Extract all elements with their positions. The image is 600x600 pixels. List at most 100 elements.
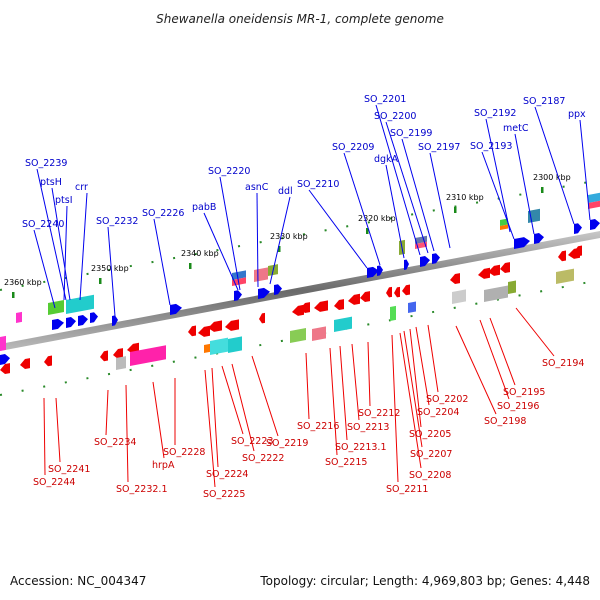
forward-gene-arrow — [78, 315, 88, 326]
feature-block — [452, 289, 466, 304]
forward-leader-line — [485, 118, 511, 233]
reverse-gene-arrow — [300, 302, 310, 314]
reverse-leader-line — [43, 397, 46, 476]
reverse-gene-label: SO_2213 — [347, 422, 389, 433]
feature-block — [334, 316, 352, 332]
forward-gene-arrow — [367, 266, 379, 278]
reverse-gene-arrow — [314, 300, 328, 312]
reverse-gene-arrow — [478, 267, 490, 279]
reverse-gene-arrow — [558, 250, 566, 262]
reverse-gene-label: SO_2216 — [297, 421, 339, 432]
forward-gene-arrow — [274, 284, 282, 295]
feature-block — [66, 294, 94, 314]
forward-gene-arrow — [170, 303, 182, 315]
reverse-gene-arrow — [100, 350, 108, 362]
reverse-gene-label: SO_2224 — [206, 469, 248, 480]
reverse-gene-label: SO_2205 — [409, 429, 451, 440]
kbp-tick-mark — [454, 207, 457, 213]
forward-gene-label: ppx — [568, 109, 586, 120]
kbp-tick-mark — [278, 246, 281, 252]
reverse-gene-label: SO_2234 — [94, 437, 136, 448]
feature-block — [232, 270, 246, 280]
forward-leader-line — [63, 205, 68, 301]
forward-gene-label: SO_2239 — [25, 158, 67, 169]
reverse-gene-label: SO_2202 — [426, 394, 468, 405]
forward-gene-label: crr — [75, 182, 88, 193]
forward-leader-line — [219, 176, 241, 291]
forward-leader-line — [107, 226, 116, 317]
reverse-leader-line — [399, 332, 422, 469]
forward-leader-line — [153, 218, 171, 306]
kbp-tick-mark — [541, 187, 544, 193]
forward-gene-label: SO_2200 — [374, 111, 416, 122]
feature-block — [390, 305, 396, 321]
forward-leader-line — [203, 212, 239, 291]
forward-gene-arrow — [0, 354, 10, 365]
reverse-leader-line — [211, 367, 219, 468]
forward-gene-label: dgkA — [374, 154, 399, 165]
reverse-gene-arrow — [44, 355, 52, 367]
feature-block — [210, 337, 228, 355]
reverse-gene-arrow — [348, 293, 360, 305]
kbp-tick-label: 2350 kbp — [91, 264, 129, 273]
reverse-leader-line — [351, 343, 360, 421]
forward-gene-label: metC — [503, 123, 529, 134]
kbp-tick-label: 2340 kbp — [181, 249, 219, 258]
kbp-tick-label: 2360 kbp — [4, 278, 42, 287]
reverse-leader-line — [125, 384, 129, 483]
reverse-gene-label: SO_2223 — [231, 436, 273, 447]
forward-gene-label: SO_2187 — [523, 96, 565, 107]
reverse-gene-label: SO_2222 — [242, 453, 284, 464]
feature-block — [408, 301, 416, 313]
forward-leader-line — [79, 192, 88, 301]
reverse-gene-label: SO_2207 — [410, 449, 452, 460]
feature-block — [588, 200, 600, 209]
reverse-gene-arrow — [188, 325, 196, 337]
forward-gene-arrow — [420, 256, 430, 267]
forward-gene-label: SO_2240 — [22, 219, 64, 230]
reverse-leader-line — [221, 365, 244, 435]
reverse-gene-arrow — [402, 284, 410, 296]
forward-gene-label: pabB — [192, 202, 216, 213]
kbp-tick-label: 2300 kbp — [533, 173, 571, 182]
reverse-leader-line — [231, 363, 255, 452]
forward-gene-label: SO_2226 — [142, 208, 184, 219]
feature-block — [16, 311, 22, 323]
forward-gene-label: asnC — [245, 182, 269, 193]
reverse-leader-line — [455, 325, 497, 415]
reverse-leader-line — [427, 324, 439, 393]
forward-gene-arrow — [234, 290, 242, 301]
reverse-leader-line — [391, 334, 399, 483]
reverse-gene-label: SO_2215 — [325, 457, 367, 468]
kbp-tick-mark — [12, 292, 15, 298]
reverse-leader-line — [55, 397, 61, 463]
reverse-gene-label: SO_2219 — [266, 438, 308, 449]
forward-gene-label: SO_2220 — [208, 166, 250, 177]
reverse-gene-label: hrpA — [152, 460, 175, 471]
reverse-gene-label: SO_2211 — [386, 484, 428, 495]
forward-leader-line — [343, 152, 381, 266]
reverse-gene-label: SO_2225 — [203, 489, 245, 500]
feature-block — [508, 280, 516, 294]
forward-gene-arrow — [112, 315, 118, 326]
reverse-leader-line — [329, 347, 338, 456]
gene-features — [0, 192, 600, 375]
kbp-tick-mark — [189, 263, 192, 269]
reverse-leader-line — [515, 307, 555, 357]
forward-leader-line — [534, 106, 575, 225]
forward-gene-arrow — [514, 237, 530, 249]
reverse-gene-arrow — [292, 304, 304, 316]
forward-leader-line — [401, 138, 435, 252]
feature-block — [500, 218, 508, 226]
reverse-gene-label: SO_2212 — [358, 408, 400, 419]
forward-leader-line — [256, 192, 259, 288]
forward-gene-label: SO_2201 — [364, 94, 406, 105]
feature-block — [48, 299, 64, 315]
forward-leader-line — [308, 189, 368, 269]
forward-gene-label: SO_2192 — [474, 108, 516, 119]
genome-backbone — [0, 231, 600, 351]
feature-block — [204, 343, 210, 353]
reverse-gene-arrow — [208, 320, 222, 332]
reverse-leader-line — [339, 345, 348, 441]
